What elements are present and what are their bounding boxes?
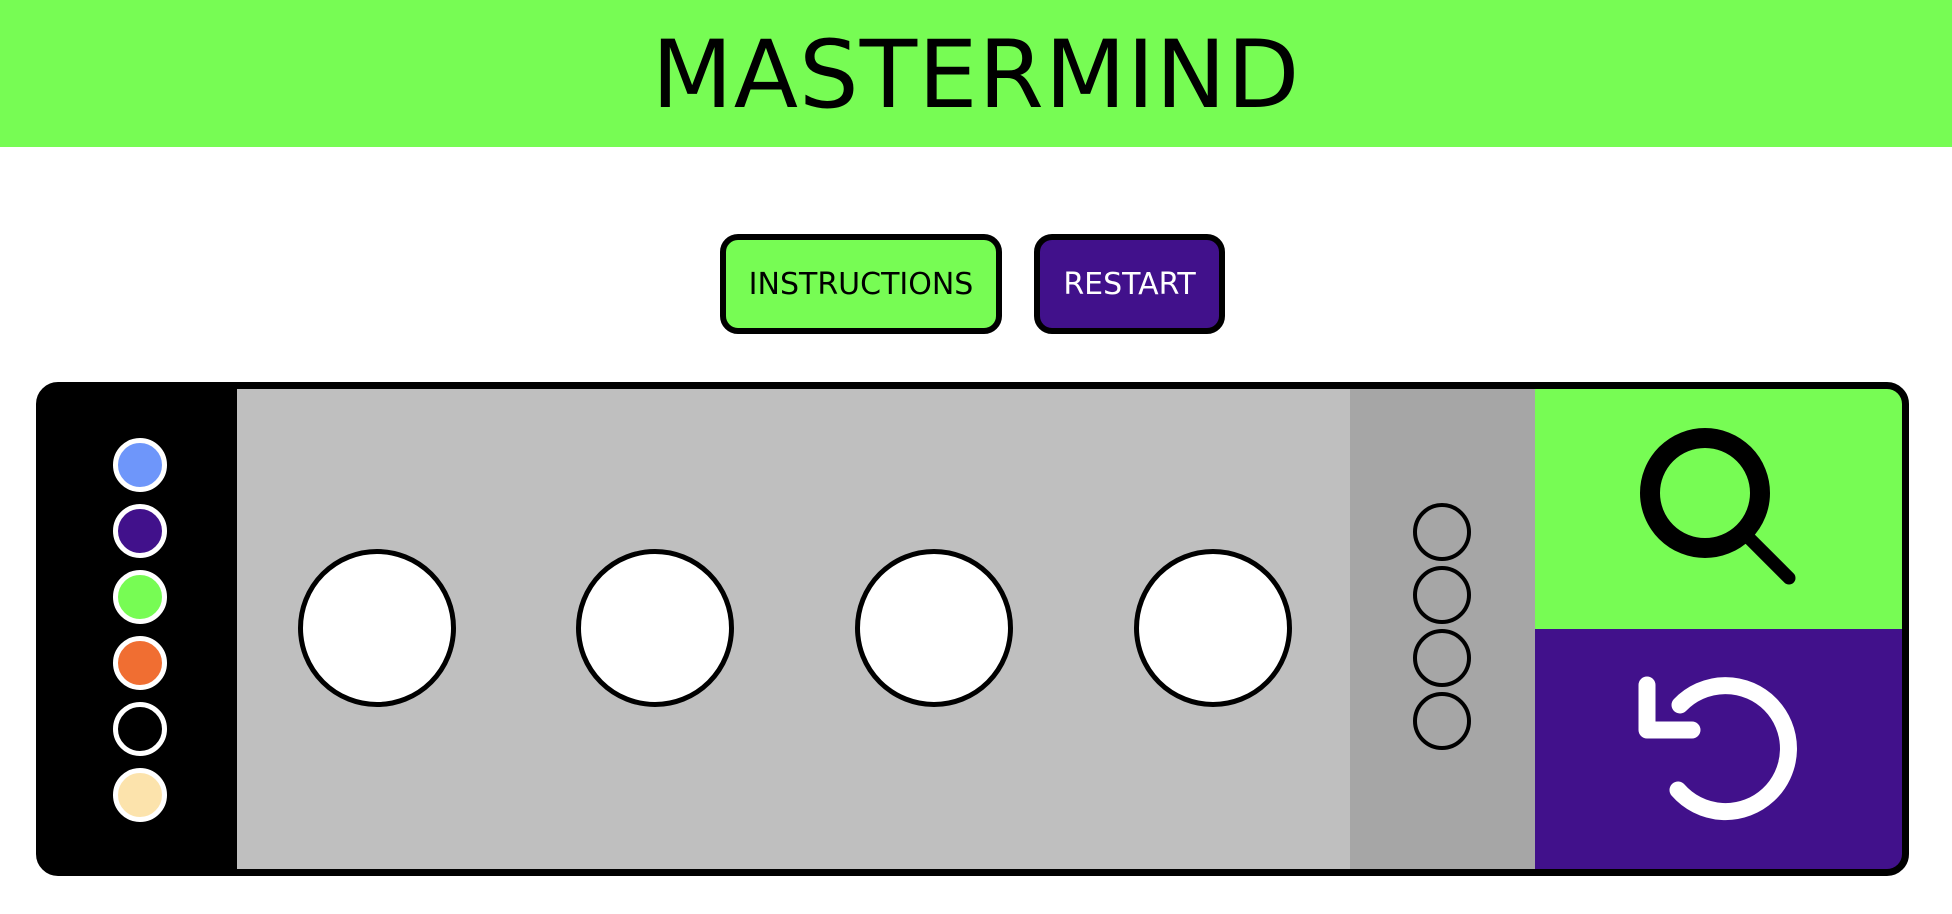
check-guess-button[interactable] xyxy=(1535,389,1902,629)
undo-guess-button[interactable] xyxy=(1535,629,1902,869)
magnifier-icon xyxy=(1640,428,1796,585)
color-palette xyxy=(43,389,237,869)
page-title: MASTERMIND xyxy=(651,20,1301,130)
guess-slot-3[interactable] xyxy=(855,549,1013,707)
guess-slot-2[interactable] xyxy=(576,549,734,707)
guess-slot-1[interactable] xyxy=(298,549,456,707)
header-bar: MASTERMIND xyxy=(0,0,1952,147)
feedback-peg-2 xyxy=(1413,566,1471,624)
palette-peg-purple[interactable] xyxy=(113,504,167,558)
feedback-peg-1 xyxy=(1413,503,1471,561)
instructions-button[interactable]: INSTRUCTIONS xyxy=(720,234,1002,334)
palette-peg-cream[interactable] xyxy=(113,768,167,822)
guess-row xyxy=(237,389,1350,869)
feedback-peg-4 xyxy=(1413,692,1471,750)
guess-slot-4[interactable] xyxy=(1134,549,1292,707)
game-board xyxy=(36,382,1909,876)
palette-peg-blue[interactable] xyxy=(113,438,167,492)
palette-peg-black[interactable] xyxy=(113,702,167,756)
palette-peg-orange[interactable] xyxy=(113,636,167,690)
undo-icon xyxy=(1638,676,1797,821)
restart-button[interactable]: RESTART xyxy=(1034,234,1225,334)
feedback-panel xyxy=(1350,389,1535,869)
feedback-peg-3 xyxy=(1413,629,1471,687)
palette-peg-green[interactable] xyxy=(113,570,167,624)
